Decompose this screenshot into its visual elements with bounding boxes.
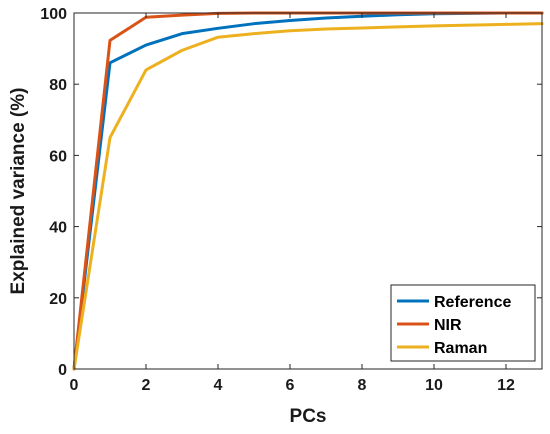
y-tick-label: 60: [49, 148, 67, 165]
legend-label-reference: Reference: [434, 294, 511, 311]
x-tick-label: 4: [214, 377, 223, 394]
y-axis-ticks: 0 20 40 60 80 100: [40, 6, 542, 379]
x-axis-ticks: 0 2 4 6 8 10 12: [70, 13, 515, 394]
series-line-raman: [72, 22, 544, 371]
y-axis-title: Explained variance (%): [8, 88, 29, 295]
legend-label-nir: NIR: [434, 317, 462, 334]
y-tick-label: 40: [49, 220, 67, 237]
y-tick-label: 80: [49, 77, 67, 94]
x-tick-label: 6: [286, 377, 295, 394]
y-tick-label: 20: [49, 291, 67, 308]
legend: Reference NIR Raman: [390, 284, 536, 362]
x-tick-label: 2: [142, 377, 151, 394]
x-tick-label: 8: [358, 377, 367, 394]
plot-frame: [73, 12, 543, 370]
y-tick-label: 0: [58, 362, 67, 379]
x-tick-label: 0: [70, 377, 79, 394]
x-tick-label: 12: [497, 377, 515, 394]
y-tick-label: 100: [40, 6, 67, 23]
legend-label-raman: Raman: [434, 340, 487, 357]
x-axis-title: PCs: [290, 406, 327, 427]
x-tick-label: 10: [425, 377, 443, 394]
